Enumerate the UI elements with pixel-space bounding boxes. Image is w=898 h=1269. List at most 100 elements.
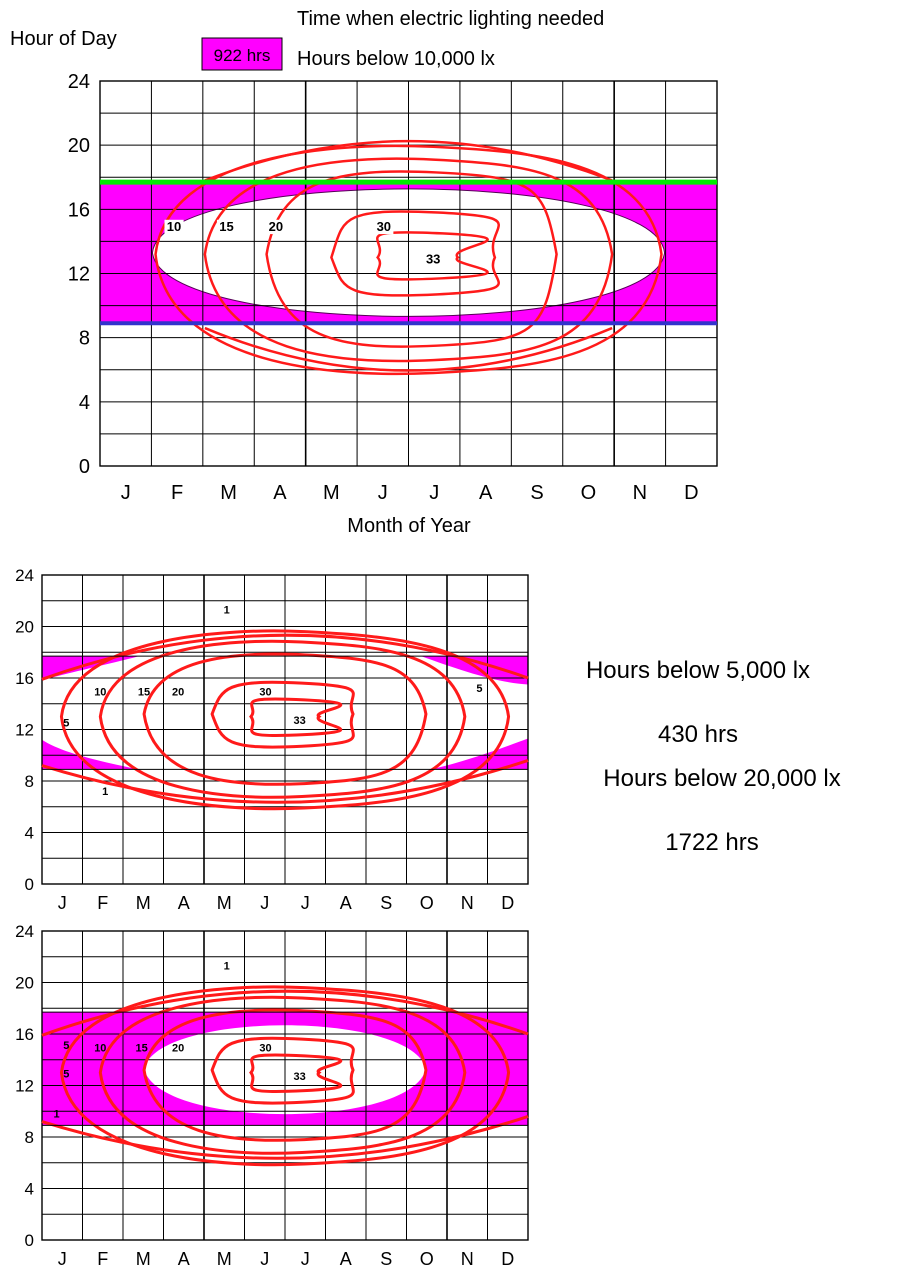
x-tick-label: D — [684, 482, 698, 504]
plot-border — [41, 930, 529, 1241]
x-tick-label: J — [301, 893, 310, 913]
x-tick-label: J — [260, 1249, 269, 1269]
x-tick-label: J — [429, 482, 439, 504]
x-tick-label: J — [121, 482, 131, 504]
contour-label-bg — [216, 219, 237, 235]
contour-line — [210, 680, 355, 749]
x-tick-label: S — [530, 482, 543, 504]
contour-label: 5 — [63, 1068, 69, 1080]
x-tick-label: A — [340, 893, 352, 913]
contour-label: 5 — [63, 718, 69, 730]
y-tick-label: 0 — [25, 875, 34, 894]
contour-label: 5 — [476, 683, 482, 695]
y-tick-label: 4 — [25, 1179, 34, 1198]
contour-line — [265, 170, 558, 348]
x-tick-label: S — [380, 893, 392, 913]
y-tick-label: 4 — [25, 823, 34, 842]
x-tick-label: M — [136, 893, 151, 913]
contour-label: 10 — [167, 219, 181, 234]
y-tick-label: 24 — [68, 71, 90, 93]
plot-area-top: 10 15 20 30 33 0 4 8 12 16 20 24 J F M A M J J A S O N D — [68, 71, 718, 504]
y-tick-label: 16 — [68, 199, 90, 221]
x-tick-label: M — [217, 1249, 232, 1269]
contour-label: 33 — [293, 715, 305, 727]
chart-top: 10 15 20 30 33 0 4 8 12 16 20 24 J F M A M J J A S O N D Hour o… — [10, 8, 718, 537]
x-tick-label: A — [178, 1249, 190, 1269]
shaded-region-right-morning — [430, 738, 528, 770]
contour-line — [210, 1036, 355, 1105]
y-tick-label: 0 — [25, 1231, 34, 1250]
subtitle-top: Hours below 10,000 lx — [297, 48, 495, 70]
y-tick-label: 20 — [15, 973, 34, 992]
contour-line — [59, 985, 511, 1167]
contour-line — [249, 697, 343, 738]
x-tick-label: M — [220, 482, 237, 504]
contour-label: 20 — [172, 1043, 184, 1055]
x-tick-label: F — [97, 893, 108, 913]
y-tick-label: 12 — [15, 720, 34, 739]
contour-label: 30 — [259, 687, 271, 699]
x-tick-label: O — [420, 893, 434, 913]
contour-label-bg — [423, 251, 443, 267]
plot-border — [41, 574, 529, 885]
contour-label: 15 — [138, 687, 150, 699]
x-tick-label: N — [461, 1249, 474, 1269]
total-bottom: 1722 hrs — [665, 829, 758, 856]
shaded-region-right-evening — [421, 656, 528, 685]
x-tick-label: N — [633, 482, 647, 504]
x-tick-label: A — [178, 893, 190, 913]
y-tick-label: 8 — [79, 328, 90, 350]
contour-label: 33 — [293, 1071, 305, 1083]
total-hours-badge — [201, 37, 283, 71]
y-tick-label: 0 — [79, 456, 90, 478]
contour-label: 33 — [426, 251, 440, 266]
x-tick-label: J — [378, 482, 388, 504]
y-tick-label: 4 — [79, 392, 90, 414]
x-tick-label: F — [97, 1249, 108, 1269]
contour-label: 15 — [219, 219, 233, 234]
contour-line — [98, 639, 467, 799]
y-axis-title: Hour of Day — [10, 28, 117, 50]
y-tick-label: 24 — [15, 566, 34, 585]
contour-line-envelope — [204, 326, 613, 372]
y-tick-label: 12 — [15, 1076, 34, 1095]
contour-label: 1 — [224, 960, 230, 972]
x-tick-label: M — [323, 482, 340, 504]
x-tick-label: M — [136, 1249, 151, 1269]
contour-line — [59, 629, 511, 811]
y-tick-label: 20 — [15, 617, 34, 636]
subtitle-middle: Hours below 5,000 lx — [586, 657, 810, 684]
contour-label-bg — [374, 219, 394, 235]
contour-line — [154, 144, 663, 376]
y-tick-label: 16 — [15, 1025, 34, 1044]
contour-line — [142, 1008, 428, 1142]
total-middle: 430 hrs — [658, 721, 738, 748]
contour-label: 10 — [94, 1043, 106, 1055]
x-tick-label: S — [380, 1249, 392, 1269]
y-tick-label: 8 — [25, 772, 34, 791]
contour-label-bg — [266, 219, 286, 235]
chart-title: Time when electric lighting needed — [297, 8, 604, 30]
contour-line — [249, 1053, 343, 1094]
contour-label: 30 — [259, 1043, 271, 1055]
x-tick-label: J — [58, 1249, 67, 1269]
x-tick-label: A — [273, 482, 287, 504]
x-tick-label: A — [479, 482, 493, 504]
x-tick-label: M — [217, 893, 232, 913]
x-tick-label: D — [501, 1249, 514, 1269]
x-tick-label: J — [301, 1249, 310, 1269]
contour-label: 5 — [63, 1040, 69, 1052]
contour-line — [203, 157, 614, 363]
contour-label: 1 — [224, 604, 230, 616]
x-tick-label: O — [581, 482, 597, 504]
plot-border — [99, 80, 718, 467]
contour-label: 20 — [269, 219, 283, 234]
contour-label: 15 — [136, 1043, 148, 1055]
shaded-region-left-evening — [42, 656, 140, 681]
contour-label: 1 — [102, 786, 108, 798]
contour-label: 30 — [377, 219, 391, 234]
